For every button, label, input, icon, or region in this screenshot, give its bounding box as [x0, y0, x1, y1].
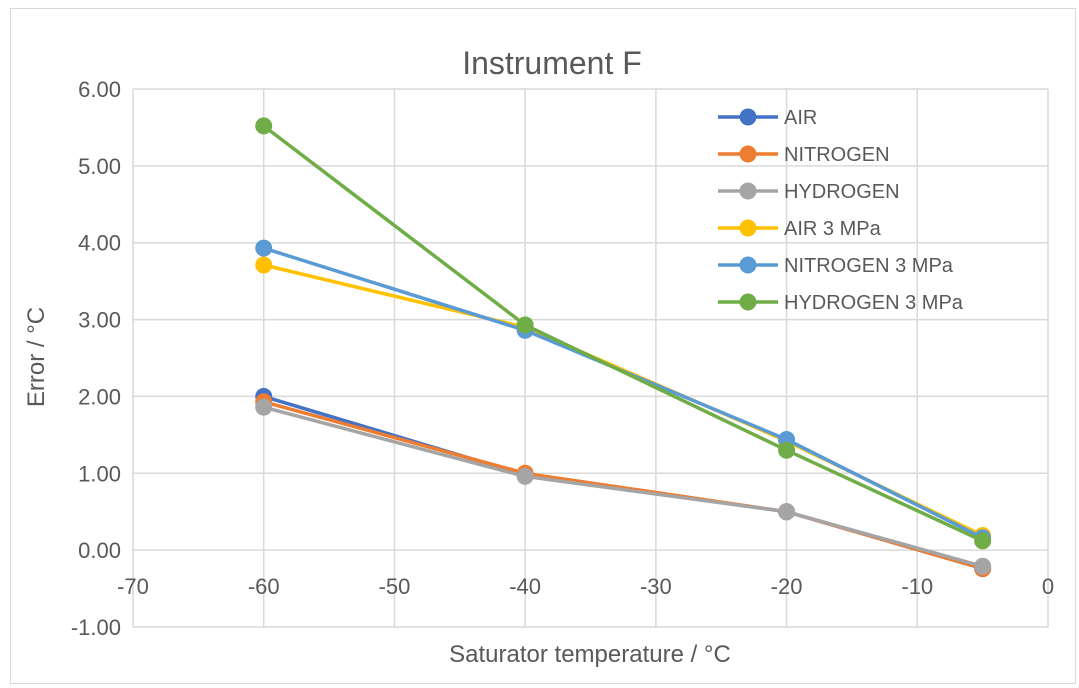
y-tick-label: 0.00 — [78, 538, 121, 563]
y-tick-label: 4.00 — [78, 231, 121, 256]
x-tick-label: -10 — [901, 574, 933, 599]
legend-item: NITROGEN 3 MPa — [718, 255, 954, 277]
data-point — [516, 316, 534, 334]
series-line — [263, 405, 984, 568]
legend-item: AIR — [718, 107, 817, 129]
legend-item: HYDROGEN 3 MPa — [718, 292, 964, 314]
y-tick-label: 6.00 — [78, 77, 121, 102]
data-point — [255, 239, 273, 257]
legend-swatch-marker — [739, 219, 757, 237]
legend-label: AIR 3 MPa — [784, 218, 882, 240]
x-tick-label: -40 — [509, 574, 541, 599]
y-axis-ticks: 6.00 5.00 4.00 3.00 2.00 1.00 0.00 -1.00 — [71, 77, 121, 640]
data-point — [255, 256, 273, 274]
legend-label: NITROGEN — [784, 144, 890, 166]
legend-label: HYDROGEN 3 MPa — [784, 292, 964, 314]
data-point — [255, 398, 273, 416]
legend-swatch-marker — [739, 256, 757, 274]
series-5 — [255, 117, 992, 550]
series-2 — [255, 398, 992, 575]
gridlines — [132, 88, 1049, 628]
legend-label: NITROGEN 3 MPa — [784, 255, 954, 277]
x-axis-ticks: -70 -60 -50 -40 -30 -20 -10 0 — [117, 574, 1054, 599]
legend-item: NITROGEN — [718, 144, 890, 166]
x-tick-label: -30 — [640, 574, 672, 599]
data-point — [778, 503, 796, 521]
legend-item: HYDROGEN — [718, 181, 900, 203]
series-line — [262, 124, 984, 543]
y-tick-label: 1.00 — [78, 461, 121, 486]
series-0 — [255, 387, 992, 578]
x-tick-label: 0 — [1042, 574, 1054, 599]
chart-frame — [10, 8, 1076, 684]
y-tick-label: -1.00 — [71, 615, 121, 640]
legend-swatch-marker — [739, 145, 757, 163]
y-tick-label: 5.00 — [78, 154, 121, 179]
data-point — [778, 441, 796, 459]
series-4 — [255, 239, 992, 547]
series-layer — [255, 117, 992, 578]
x-axis-title: Saturator temperature / °C — [449, 641, 731, 668]
data-point — [255, 117, 273, 135]
legend-swatch-marker — [739, 108, 757, 126]
data-point — [974, 532, 992, 550]
x-tick-label: -60 — [248, 574, 280, 599]
x-tick-label: -50 — [379, 574, 411, 599]
x-tick-label: -20 — [771, 574, 803, 599]
y-axis-title: Error / °C — [23, 307, 50, 407]
y-tick-label: 3.00 — [78, 308, 121, 333]
legend-swatch-marker — [739, 293, 757, 311]
legend: AIR NITROGEN HYDROGEN AIR 3 MPa NITROGEN 3 M… — [718, 107, 964, 314]
legend-label: HYDROGEN — [784, 181, 900, 203]
series-line — [263, 246, 984, 540]
x-tick-label: -70 — [117, 574, 149, 599]
legend-item: AIR 3 MPa — [718, 218, 882, 240]
data-point — [974, 557, 992, 575]
legend-swatch-marker — [739, 182, 757, 200]
chart-title: Instrument F — [462, 45, 642, 81]
y-tick-label: 2.00 — [78, 384, 121, 409]
legend-label: AIR — [784, 107, 817, 129]
data-point — [516, 467, 534, 485]
